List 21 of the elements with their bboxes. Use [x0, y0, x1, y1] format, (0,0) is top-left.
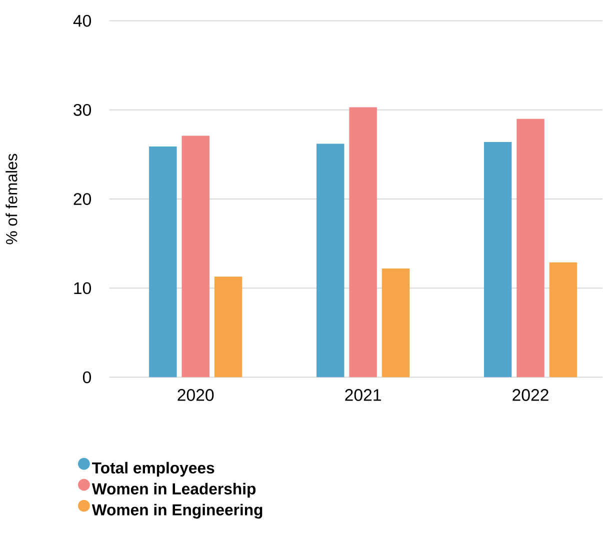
bar — [316, 144, 344, 378]
legend-label: Women in Leadership — [92, 482, 256, 498]
y-tick-label: 30 — [74, 104, 92, 116]
bar — [149, 146, 177, 378]
bar — [484, 142, 512, 378]
bar — [349, 107, 377, 378]
x-tick-label: 2020 — [178, 389, 214, 402]
y-tick-label: 20 — [74, 193, 92, 206]
legend-label: Total employees — [92, 462, 214, 477]
y-tick-label: 10 — [74, 282, 92, 294]
y-axis-title: % of females — [6, 154, 18, 244]
bar — [382, 268, 410, 378]
x-tick-label: 2021 — [345, 389, 381, 402]
bar — [182, 136, 210, 378]
bar — [214, 276, 242, 378]
bar — [516, 118, 544, 378]
x-tick-label: 2022 — [512, 389, 548, 402]
y-tick-label: 40 — [73, 14, 92, 27]
y-tick-label: 0 — [82, 371, 92, 384]
legend-label: Women in Engineering — [92, 504, 262, 519]
bar — [549, 262, 578, 378]
